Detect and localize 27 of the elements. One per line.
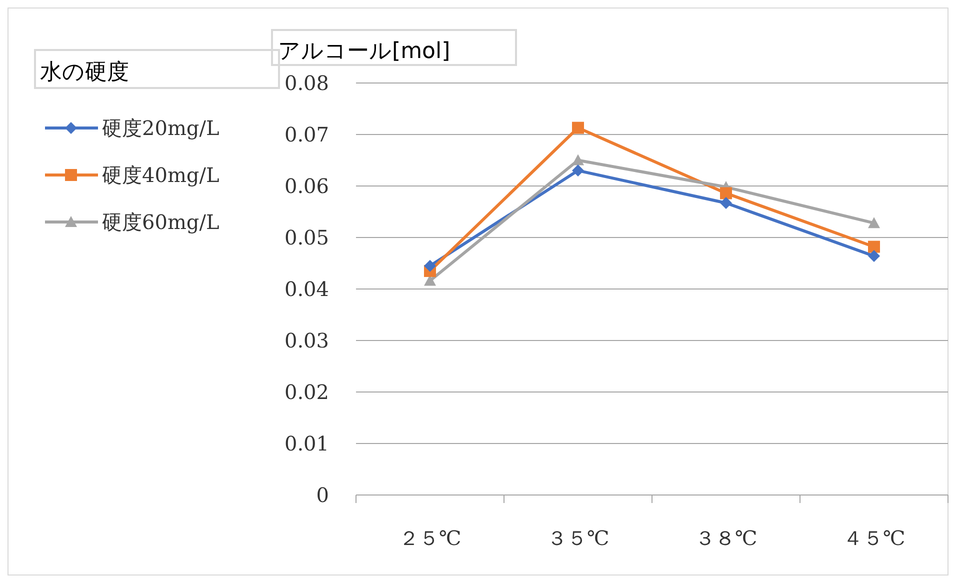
y-tick-label: 0: [316, 483, 329, 507]
point: [868, 240, 880, 253]
x-tick-label: ２５℃: [398, 526, 462, 550]
legend-label: 硬度40mg/L: [102, 163, 220, 187]
legend-label: 硬度20mg/L: [102, 116, 220, 140]
legend-label: 硬度60mg/L: [102, 210, 220, 234]
point: [868, 250, 880, 262]
legend-title: 水の硬度: [40, 60, 129, 85]
point: [572, 164, 584, 177]
point: [572, 122, 584, 134]
y-tick-label: 0.01: [284, 432, 329, 456]
y-tick-label: 0.06: [284, 174, 329, 198]
point: [868, 217, 880, 228]
y-tick-label: 0.03: [284, 328, 329, 352]
x-tick-label: ３８℃: [694, 526, 758, 550]
x-tick-label: ３５℃: [546, 526, 610, 550]
y-tick-label: 0.08: [284, 71, 329, 95]
y-tick-label: 0.04: [284, 277, 329, 301]
x-tick-label: ４５℃: [842, 526, 906, 550]
point: [720, 187, 732, 200]
point: [424, 260, 436, 272]
y-tick-label: 0.07: [284, 122, 329, 146]
point: [720, 196, 732, 209]
point: [572, 154, 584, 166]
y-tick-label: 0.02: [284, 380, 329, 404]
y-axis-title: アルコール[mol]: [278, 39, 450, 64]
y-tick-label: 0.05: [284, 226, 329, 250]
